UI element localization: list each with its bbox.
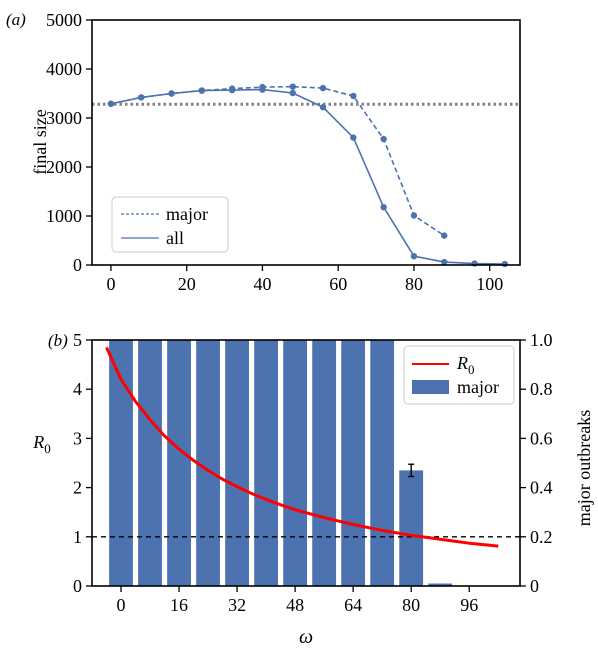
bar-major <box>109 340 133 586</box>
panel-b-y2-tick-label: 0.4 <box>530 478 553 498</box>
panel-a-y-tick-label: 2000 <box>46 157 82 177</box>
panel-b-plot-area <box>92 340 520 586</box>
panel-b-y-label: R0 <box>32 432 51 456</box>
panel-a-x-ticks: 0 20 40 60 80 100 <box>106 265 503 294</box>
legend-major-label: major <box>166 204 208 224</box>
data-point-all <box>107 100 115 107</box>
data-point-all <box>168 90 175 97</box>
panel-a-plot-area <box>92 83 520 268</box>
legend-r0-label-main: R <box>456 353 468 373</box>
series-line-all <box>110 88 505 265</box>
panel-b-y-tick-label: 1 <box>73 527 82 547</box>
bar-major <box>341 340 366 586</box>
data-point-all <box>289 89 296 97</box>
panel-b-x-tick-label: 16 <box>170 595 188 615</box>
panel-b-y-tick-label: 3 <box>73 428 82 448</box>
bar-major <box>254 340 278 586</box>
panel-b-y-label-main: R <box>32 432 44 452</box>
data-point-all <box>198 87 206 94</box>
panel-a-y-tick-label: 0 <box>73 255 82 275</box>
data-point-all <box>259 86 266 93</box>
data-point-all <box>380 203 387 211</box>
panel-b-y2-label: major outbreaks <box>574 410 594 526</box>
panel-b-label: (b) <box>48 331 68 350</box>
data-point-all <box>319 104 327 111</box>
data-point-all <box>501 260 509 268</box>
panel-a-y-tick-label: 4000 <box>46 59 82 79</box>
legend-major-bar-swatch <box>412 380 449 394</box>
panel-b-y-tick-label: 5 <box>73 330 82 350</box>
panel-a-y-tick-label: 5000 <box>46 10 82 30</box>
panel-b-frame <box>91 339 521 587</box>
data-point-major <box>289 83 296 90</box>
panel-a-x-tick-label: 100 <box>476 274 503 294</box>
panel-b-x-ticks: 0 16 32 48 64 80 96 <box>117 586 478 615</box>
panel-b-x-tick-label: 0 <box>117 595 126 615</box>
legend-all-label: all <box>166 228 184 248</box>
data-point-all <box>441 258 448 266</box>
data-point-all <box>228 86 236 94</box>
data-point-major <box>350 92 357 100</box>
panel-a-x-tick-label: 0 <box>106 274 115 294</box>
panel-b-y-tick-label: 0 <box>73 576 82 596</box>
panel-b-y2-tick-label: 1.0 <box>530 330 553 350</box>
data-point-major <box>410 212 418 219</box>
legend-major-bar-label: major <box>457 377 499 397</box>
panel-b-y-tick-label: 4 <box>73 379 82 399</box>
panel-b-y-label-sub: 0 <box>44 441 51 456</box>
bar-major <box>428 583 453 586</box>
panel-b-y2-tick-label: 0.2 <box>530 527 553 547</box>
panel-b-x-label: ω <box>299 626 313 648</box>
bar-major <box>370 340 395 586</box>
bar-major <box>283 340 308 586</box>
panel-b-x-tick-label: 32 <box>228 595 246 615</box>
panel-a-x-tick-label: 60 <box>329 274 347 294</box>
data-point-major <box>319 84 327 92</box>
bar-major <box>167 340 191 586</box>
data-point-major <box>380 135 387 143</box>
panel-a-frame <box>91 19 521 266</box>
bar-major <box>138 340 162 586</box>
data-point-major <box>441 232 448 239</box>
bar-major <box>196 340 220 586</box>
panel-b-y-ticks: 0 1 2 3 4 5 <box>73 330 92 596</box>
panel-b-y2-tick-label: 0.8 <box>530 379 553 399</box>
panel-a-y-label: final size <box>30 109 50 174</box>
data-point-all <box>350 134 357 141</box>
panel-b-y2-tick-label: 0.6 <box>530 428 553 448</box>
panel-a-y-tick-label: 3000 <box>46 108 82 128</box>
panel-a: (a) 0 20 40 60 80 100 0 1000 2000 3000 4000 5000 f… <box>6 10 521 294</box>
bar-major <box>312 340 337 586</box>
panel-b: (b) 0 16 32 48 64 80 96 0 1 2 3 4 5 0 0.2 0.4 0.6 0.8 1.… <box>32 330 594 648</box>
panel-a-x-tick-label: 20 <box>178 274 196 294</box>
bar-major <box>225 340 249 586</box>
panel-b-y2-tick-label: 0 <box>530 576 539 596</box>
panel-a-x-tick-label: 80 <box>405 274 423 294</box>
panel-b-x-tick-label: 48 <box>286 595 304 615</box>
legend-r0-label: R0 <box>456 353 475 377</box>
panel-b-x-tick-label: 96 <box>460 595 478 615</box>
panel-a-y-tick-label: 1000 <box>46 206 82 226</box>
panel-b-legend: R0 major <box>403 345 515 405</box>
panel-a-legend: major all <box>111 196 229 253</box>
series-line-r0 <box>105 346 499 548</box>
panel-b-y-tick-label: 2 <box>73 478 82 498</box>
legend-r0-label-sub: 0 <box>468 362 475 377</box>
data-point-all <box>138 94 145 101</box>
panel-a-y-ticks: 0 1000 2000 3000 4000 5000 <box>46 10 92 275</box>
panel-b-y2-ticks: 0 0.2 0.4 0.6 0.8 1.0 <box>520 330 553 596</box>
panel-a-label: (a) <box>6 10 26 29</box>
bar-major <box>399 470 424 586</box>
panel-a-x-tick-label: 40 <box>253 274 271 294</box>
panel-b-x-tick-label: 80 <box>402 595 420 615</box>
data-point-all <box>410 252 418 260</box>
panel-b-x-tick-label: 64 <box>344 595 362 615</box>
